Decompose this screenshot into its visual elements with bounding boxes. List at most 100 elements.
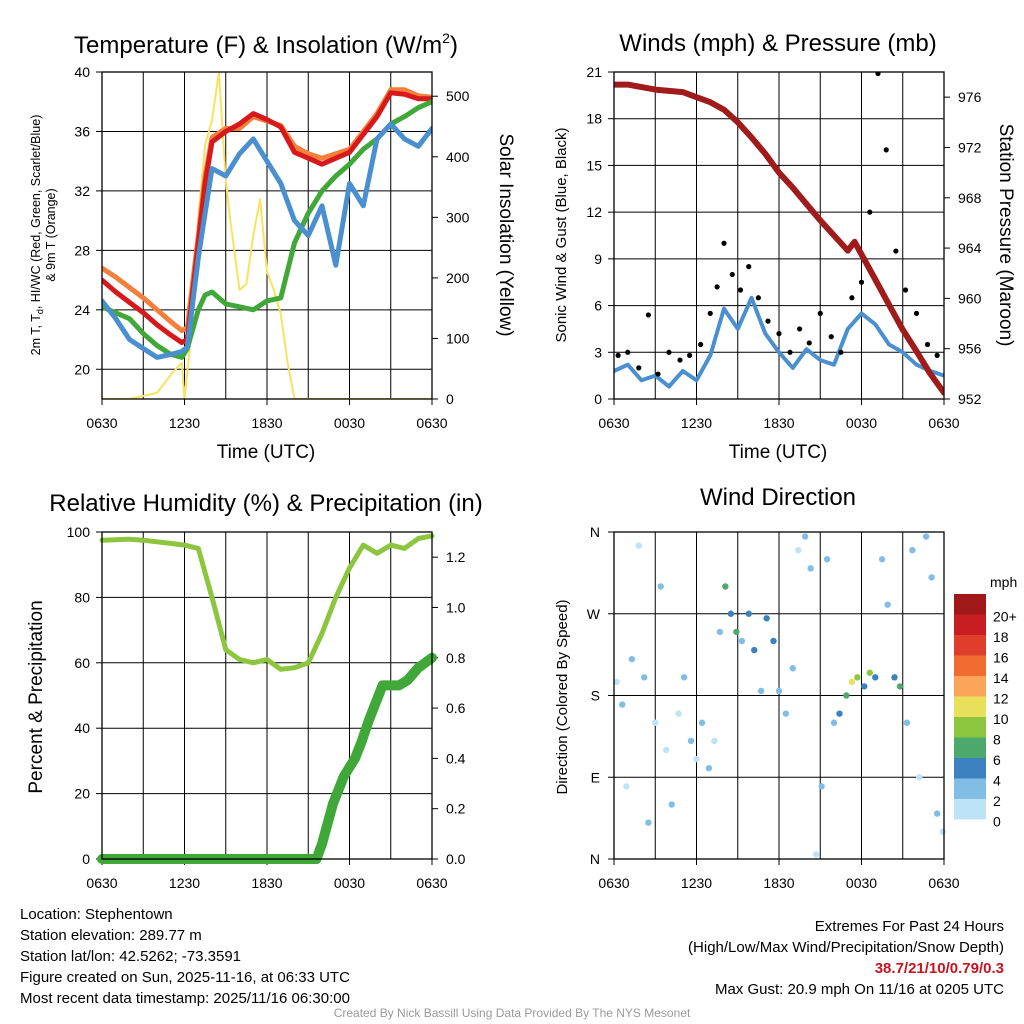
humidity-ytick-right-label: 0.6 <box>446 700 466 716</box>
legend-swatch <box>954 758 986 779</box>
legend-label: 10 <box>993 711 1009 727</box>
direction-point <box>848 678 856 686</box>
legend-label: 2 <box>993 793 1001 809</box>
legend-label: 6 <box>993 752 1001 768</box>
gust-point <box>737 287 744 293</box>
winds-ylabel-left: Sonic Wind & Gust (Blue, Black) <box>553 127 570 342</box>
temperature-ytick-right-label: 300 <box>446 209 470 225</box>
direction-point <box>903 719 911 726</box>
gust-point <box>797 326 803 332</box>
series-td-green <box>102 99 432 360</box>
direction-point <box>843 692 850 699</box>
direction-point <box>716 628 724 636</box>
temperature-ytick-right-label: 500 <box>446 88 470 104</box>
winds-xtick-label: 0630 <box>928 415 959 431</box>
temperature-ylabel-left-2: & 9m T (Orange) <box>44 188 58 281</box>
direction-point <box>933 810 941 817</box>
temperature-panel: Temperature (F) & Insolation (W/m2) Time… <box>29 30 516 463</box>
humidity-xtick-label: 0030 <box>334 875 365 891</box>
winds-ytick-right-label: 972 <box>958 139 982 155</box>
info-elevation: Station elevation: 289.77 m <box>20 927 202 944</box>
direction-point <box>818 783 825 790</box>
direction-point <box>751 646 758 654</box>
legend-label: 18 <box>993 629 1009 645</box>
gust-point <box>817 310 823 316</box>
direction-point <box>872 674 879 681</box>
winds-ytick-label: 12 <box>586 204 602 220</box>
direction-ytick-label: N <box>590 851 600 867</box>
winds-ytick-right-label: 968 <box>958 190 982 206</box>
temperature-ytick-label: 24 <box>74 302 90 318</box>
humidity-ytick-label: 60 <box>74 655 90 671</box>
gust-point <box>765 318 771 324</box>
direction-point <box>770 637 777 645</box>
direction-point <box>763 615 770 622</box>
info-location: Location: Stephentown <box>20 906 173 923</box>
temperature-ytick-label: 20 <box>74 361 90 377</box>
legend-label: 12 <box>993 690 1009 706</box>
gust-point <box>698 341 704 348</box>
direction-point <box>745 610 752 617</box>
temperature-ylabel-right: Solar Insolation (Yellow) <box>495 133 516 336</box>
humidity-ytick-right-label: 0.0 <box>446 851 466 867</box>
direction-point <box>680 674 688 681</box>
legend-swatch <box>954 655 986 676</box>
legend-swatch <box>954 737 986 758</box>
direction-point <box>922 533 930 540</box>
extremes-info: Extremes For Past 24 Hours (High/Low/Max… <box>688 916 1004 1000</box>
gust-point <box>746 264 752 270</box>
direction-point <box>916 774 923 781</box>
direction-point <box>757 687 765 695</box>
direction-point <box>668 801 675 808</box>
humidity-ytick-label: 80 <box>74 589 90 605</box>
legend-title: mph <box>990 574 1017 590</box>
humidity-ylabel-left: Percent & Precipitation <box>26 600 47 793</box>
winds-title: Winds (mph) & Pressure (mb) <box>619 30 936 57</box>
direction-point <box>812 851 820 858</box>
series-2m-t-red <box>102 90 432 345</box>
direction-point <box>928 574 935 581</box>
humidity-ytick-label: 0 <box>82 851 90 867</box>
humidity-xtick-label: 0630 <box>86 875 117 891</box>
humidity-ytick-right-label: 1.0 <box>446 599 466 615</box>
direction-point <box>628 655 636 663</box>
direction-point <box>854 674 861 681</box>
series-sonic-wind <box>614 295 944 389</box>
direction-point <box>878 556 886 563</box>
legend-swatch <box>954 676 986 697</box>
winds-ytick-label: 21 <box>586 64 602 80</box>
humidity-ytick-right-label: 0.8 <box>446 650 466 666</box>
winds-series <box>614 72 944 396</box>
direction-point <box>775 687 783 695</box>
series-precipitation <box>97 652 437 864</box>
direction-point <box>836 710 843 717</box>
temperature-xlabel: Time (UTC) <box>217 442 316 463</box>
legend-label: 8 <box>993 731 1001 747</box>
winds-ytick-right-label: 976 <box>958 89 982 105</box>
legend-label: 4 <box>993 772 1001 788</box>
gust-point <box>867 209 873 215</box>
direction-point <box>939 828 946 835</box>
winds-ytick-right-label: 952 <box>958 391 982 407</box>
winds-ytick-label: 15 <box>586 157 602 173</box>
gust-point <box>645 312 651 318</box>
direction-title: Wind Direction <box>700 484 856 511</box>
winds-ytick-label: 9 <box>594 251 602 267</box>
gust-point <box>677 357 683 363</box>
gust-point <box>625 349 631 355</box>
humidity-title: Relative Humidity (%) & Precipitation (i… <box>49 490 482 517</box>
legend-label: 14 <box>993 670 1009 686</box>
gust-point <box>666 349 672 355</box>
gust-point <box>893 248 899 254</box>
temperature-border <box>101 71 433 400</box>
direction-point <box>733 628 740 636</box>
direction-point <box>641 674 648 681</box>
winds-ytick-label: 0 <box>594 391 602 407</box>
direction-xtick-label: 0630 <box>928 875 959 891</box>
direction-point <box>807 565 814 572</box>
gust-point <box>875 72 881 77</box>
temperature-ytick-right-label: 200 <box>446 270 470 286</box>
series-relative-humidity <box>99 533 435 672</box>
temperature-ytick-label: 40 <box>74 64 90 80</box>
